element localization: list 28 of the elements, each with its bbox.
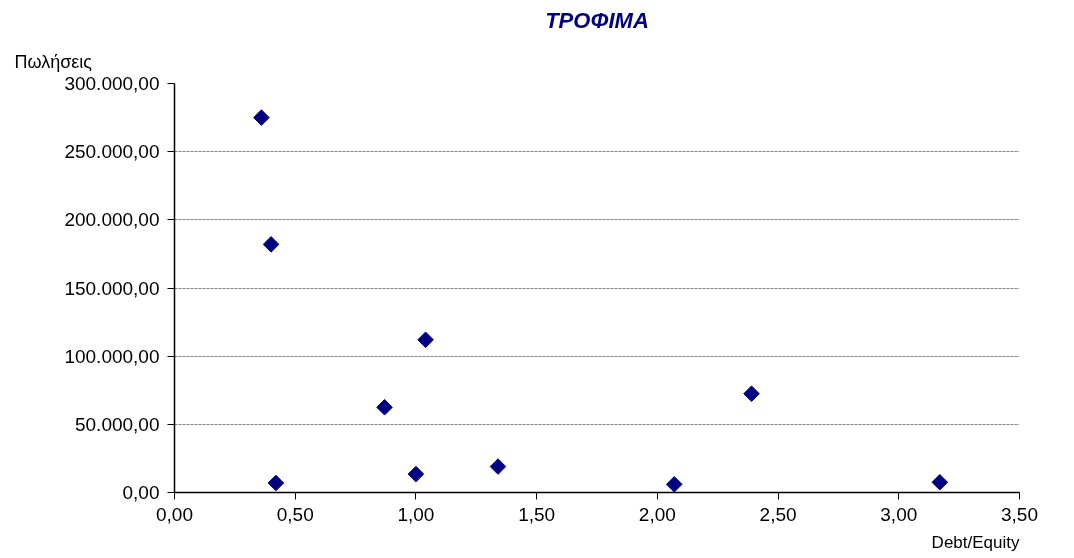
y-tick-label: 0,00 [122,482,160,503]
point [931,474,949,491]
point [417,331,434,349]
x-tick-label: 0,50 [276,503,314,525]
point [743,385,760,402]
x-tick-label: 2,00 [638,503,676,525]
point [253,109,270,126]
point [489,458,507,475]
x-tick-label: 0,00 [156,503,193,525]
x-tick-label: 2,50 [759,503,797,525]
point [665,476,683,493]
y-axis-title: Πωλήσεις [14,51,93,72]
y-tick-label: 50.000,00 [74,413,160,435]
x-tick-label: 1,50 [518,503,556,525]
x-tick-label: 3,50 [1001,503,1038,525]
x-tick-label: 3,00 [880,503,918,525]
chart-title: ΤΡΟΦΙΜΑ [545,7,649,33]
y-tick-label: 300.000,00 [64,73,160,94]
y-tick-label: 250.000,00 [64,141,160,163]
x-axis-title: Debt/Equity [931,532,1020,552]
x-tick-label: 1,00 [397,503,435,525]
point [376,399,393,416]
y-tick-label: 200.000,00 [64,209,160,231]
point [262,236,280,253]
point [407,465,425,483]
y-tick-label: 100.000,00 [64,345,160,367]
y-tick-label: 150.000,00 [64,277,160,299]
point [267,474,285,492]
